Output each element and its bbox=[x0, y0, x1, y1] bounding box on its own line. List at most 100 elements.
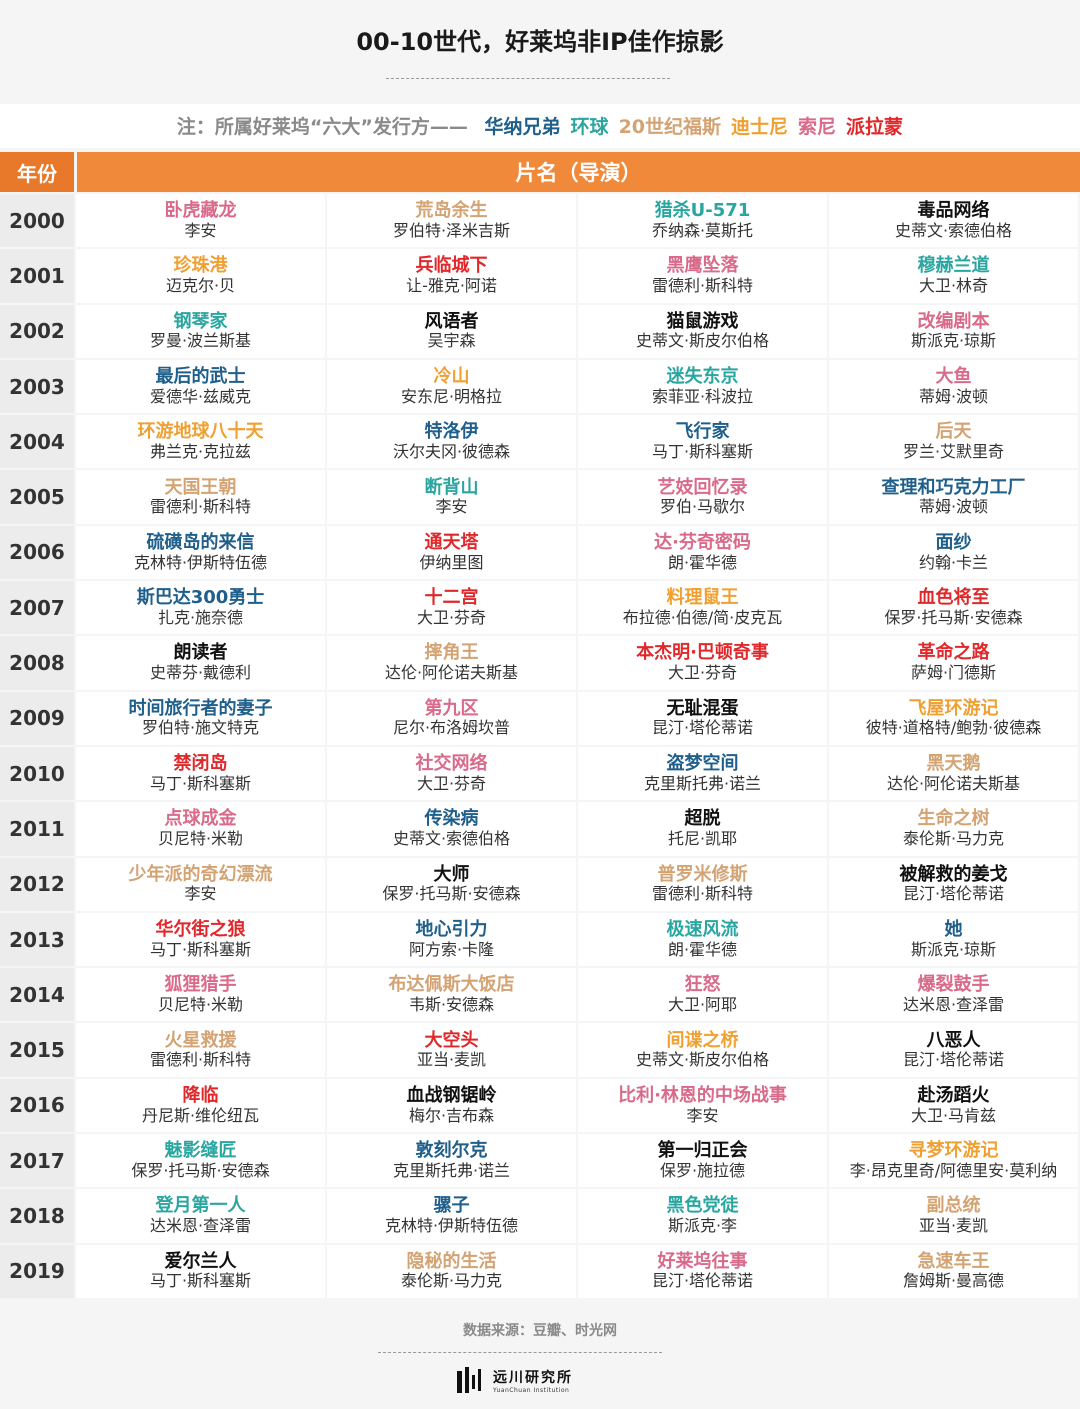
film-title: 血色将至 bbox=[917, 587, 990, 609]
film-director: 沃尔夫冈·彼德森 bbox=[392, 441, 511, 461]
film-title: 荒岛余生 bbox=[415, 200, 488, 222]
film-cell: 大空头 亚当·麦凯 bbox=[327, 1023, 576, 1077]
film-cell: 毒品网络 史蒂文·索德伯格 bbox=[829, 194, 1078, 248]
film-title: 爆裂鼓手 bbox=[917, 974, 990, 996]
film-director: 克林特·伊斯特伍德 bbox=[384, 1216, 519, 1236]
table-row: 2002 钢琴家 罗曼·波兰斯基 风语者 吴宇森 猫鼠游戏 史蒂文·斯皮尔伯格 改编剧本 斯派克… bbox=[0, 304, 1080, 358]
film-title: 猎杀U-571 bbox=[654, 200, 751, 222]
film-title: 穆赫兰道 bbox=[917, 255, 990, 277]
film-director: 大卫·芬奇 bbox=[416, 773, 487, 793]
logo-name-cn: 远川研究所 bbox=[493, 1369, 573, 1386]
film-director: 尼尔·布洛姆坎普 bbox=[392, 718, 511, 738]
film-director: 克里斯托弗·诺兰 bbox=[392, 1160, 511, 1180]
film-director: 安东尼·明格拉 bbox=[400, 386, 503, 406]
film-title: 风语者 bbox=[424, 310, 479, 332]
film-title: 布达佩斯大饭店 bbox=[388, 974, 515, 996]
film-director: 蒂姆·波顿 bbox=[918, 386, 989, 406]
table-row: 2009 时间旅行者的妻子 罗伯特·施文特克 第九区 尼尔·布洛姆坎普 无耻混蛋 昆汀·塔伦… bbox=[0, 691, 1080, 745]
film-director: 达米恩·查泽雷 bbox=[902, 994, 1005, 1014]
film-director: 李安 bbox=[686, 1105, 719, 1125]
film-cell: 狂怒 大卫·阿耶 bbox=[578, 968, 827, 1022]
film-director: 让-雅克·阿诺 bbox=[406, 276, 497, 296]
film-cell: 第九区 尼尔·布洛姆坎普 bbox=[327, 691, 576, 745]
film-cell: 比利·林恩的中场战事 李安 bbox=[578, 1078, 827, 1133]
film-cell: 飞行家 马丁·斯科塞斯 bbox=[578, 415, 827, 469]
year-cell: 2017 bbox=[0, 1134, 74, 1188]
film-cell: 隐秘的生活 泰伦斯·马力克 bbox=[327, 1244, 576, 1298]
film-title: 点球成金 bbox=[164, 808, 237, 830]
film-title: 通天塔 bbox=[424, 531, 479, 553]
film-cell: 火星救援 雷德利·斯科特 bbox=[76, 1023, 325, 1077]
table-row: 2016 降临 丹尼斯·维伦纽瓦 血战钢锯岭 梅尔·吉布森 比利·林恩的中场战事 李安 赴汤蹈… bbox=[0, 1078, 1080, 1133]
film-cell: 少年派的奇幻漂流 李安 bbox=[76, 857, 325, 911]
film-title: 副总统 bbox=[926, 1195, 981, 1217]
film-title: 后天 bbox=[935, 421, 972, 443]
film-cell: 布达佩斯大饭店 韦斯·安德森 bbox=[327, 968, 576, 1022]
film-director: 昆汀·塔伦蒂诺 bbox=[651, 718, 754, 738]
film-title: 隐秘的生活 bbox=[406, 1250, 497, 1272]
film-title: 环游地球八十天 bbox=[137, 421, 264, 443]
table-row: 2012 少年派的奇幻漂流 李安 大师 保罗·托马斯·安德森 普罗米修斯 雷德利·斯科特 被解… bbox=[0, 857, 1080, 911]
film-title: 少年派的奇幻漂流 bbox=[128, 863, 273, 885]
film-director: 索菲亚·科波拉 bbox=[651, 386, 754, 406]
film-director: 李·昂克里奇/阿德里安·莫利纳 bbox=[849, 1160, 1058, 1180]
film-title: 大空头 bbox=[424, 1029, 479, 1051]
film-title: 间谍之桥 bbox=[666, 1029, 739, 1051]
film-title: 大鱼 bbox=[935, 366, 972, 387]
film-cell: 面纱 约翰·卡兰 bbox=[829, 525, 1078, 580]
year-cell: 2018 bbox=[0, 1189, 74, 1243]
studio-legend-item: 索尼 bbox=[798, 116, 837, 138]
film-title: 飞行家 bbox=[675, 421, 730, 443]
film-cell: 传染病 史蒂文·索德伯格 bbox=[327, 802, 576, 856]
table-row: 2001 珍珠港 迈克尔·贝 兵临城下 让-雅克·阿诺 黑鹰坠落 雷德利·斯科特 穆赫兰道 大卫… bbox=[0, 249, 1080, 303]
film-title: 被解救的姜戈 bbox=[899, 863, 1008, 885]
film-director: 保罗·托马斯·安德森 bbox=[382, 884, 521, 904]
table-row: 2004 环游地球八十天 弗兰克·克拉兹 特洛伊 沃尔夫冈·彼德森 飞行家 马丁·斯科塞斯后… bbox=[0, 415, 1080, 469]
film-cell: 后天 罗兰·艾默里奇 bbox=[829, 415, 1078, 469]
film-cell: 好莱坞往事 昆汀·塔伦蒂诺 bbox=[578, 1244, 827, 1298]
table-row: 2017 魅影缝匠 保罗·托马斯·安德森 敦刻尔克 克里斯托弗·诺兰 第一归正会 保罗·施拉… bbox=[0, 1134, 1080, 1188]
logo-name-en: YuanChuan Institution bbox=[493, 1386, 570, 1394]
film-title: 查理和巧克力工厂 bbox=[881, 476, 1026, 498]
year-cell: 2016 bbox=[0, 1078, 74, 1133]
film-title: 斯巴达300勇士 bbox=[136, 587, 265, 609]
film-cell: 急速车王 詹姆斯·曼高德 bbox=[829, 1244, 1078, 1298]
film-cell: 盗梦空间 克里斯托弗·诺兰 bbox=[578, 746, 827, 801]
film-director: 泰伦斯·马力克 bbox=[400, 1271, 503, 1291]
film-director: 雷德利·斯科特 bbox=[651, 276, 754, 296]
film-title: 本杰明·巴顿奇事 bbox=[636, 642, 769, 664]
table-row: 2007 斯巴达300勇士 扎克·施奈德 十二宫 大卫·芬奇 料理鼠王 布拉德·伯德/简·皮… bbox=[0, 581, 1080, 635]
year-cell: 2010 bbox=[0, 746, 74, 801]
year-cell: 2002 bbox=[0, 304, 74, 358]
film-director: 马丁·斯科塞斯 bbox=[651, 441, 754, 461]
year-cell: 2009 bbox=[0, 691, 74, 745]
title-divider bbox=[386, 78, 670, 79]
film-director: 大卫·芬奇 bbox=[667, 663, 738, 683]
film-director: 保罗·托马斯·安德森 bbox=[884, 607, 1023, 627]
film-director: 蒂姆·波顿 bbox=[918, 497, 989, 517]
logo-bars-icon bbox=[457, 1367, 481, 1393]
film-cell: 猫鼠游戏 史蒂文·斯皮尔伯格 bbox=[578, 304, 827, 358]
source-divider bbox=[378, 1352, 662, 1353]
table-row: 2003 最后的武士 爱德华·兹威克 冷山 安东尼·明格拉 迷失东京 索菲亚·科波拉 大鱼 蒂姆… bbox=[0, 359, 1080, 414]
film-cell: 黑鹰坠落 雷德利·斯科特 bbox=[578, 249, 827, 303]
film-title: 地心引力 bbox=[415, 918, 488, 940]
film-title: 朗读者 bbox=[173, 642, 228, 664]
film-director: 乔纳森·莫斯托 bbox=[651, 220, 754, 240]
table-row: 2019 爱尔兰人 马丁·斯科塞斯 隐秘的生活 泰伦斯·马力克 好莱坞往事 昆汀·塔伦蒂诺急… bbox=[0, 1244, 1080, 1298]
studio-legend-item: 迪士尼 bbox=[731, 116, 789, 138]
film-director: 史蒂芬·戴德利 bbox=[149, 663, 252, 683]
year-cell: 2019 bbox=[0, 1244, 74, 1298]
studio-legend-item: 20世纪福斯 bbox=[618, 116, 722, 138]
film-director: 扎克·施奈德 bbox=[157, 607, 244, 627]
film-cell: 敦刻尔克 克里斯托弗·诺兰 bbox=[327, 1134, 576, 1188]
film-title: 生命之树 bbox=[917, 808, 990, 830]
film-cell: 超脱 托尼·凯耶 bbox=[578, 802, 827, 856]
film-director: 约翰·卡兰 bbox=[918, 552, 989, 572]
note-band bbox=[0, 104, 1080, 148]
film-cell: 天国王朝 雷德利·斯科特 bbox=[76, 470, 325, 524]
film-title: 料理鼠王 bbox=[666, 587, 739, 609]
film-title: 珍珠港 bbox=[173, 255, 228, 277]
film-cell: 断背山 李安 bbox=[327, 470, 576, 524]
